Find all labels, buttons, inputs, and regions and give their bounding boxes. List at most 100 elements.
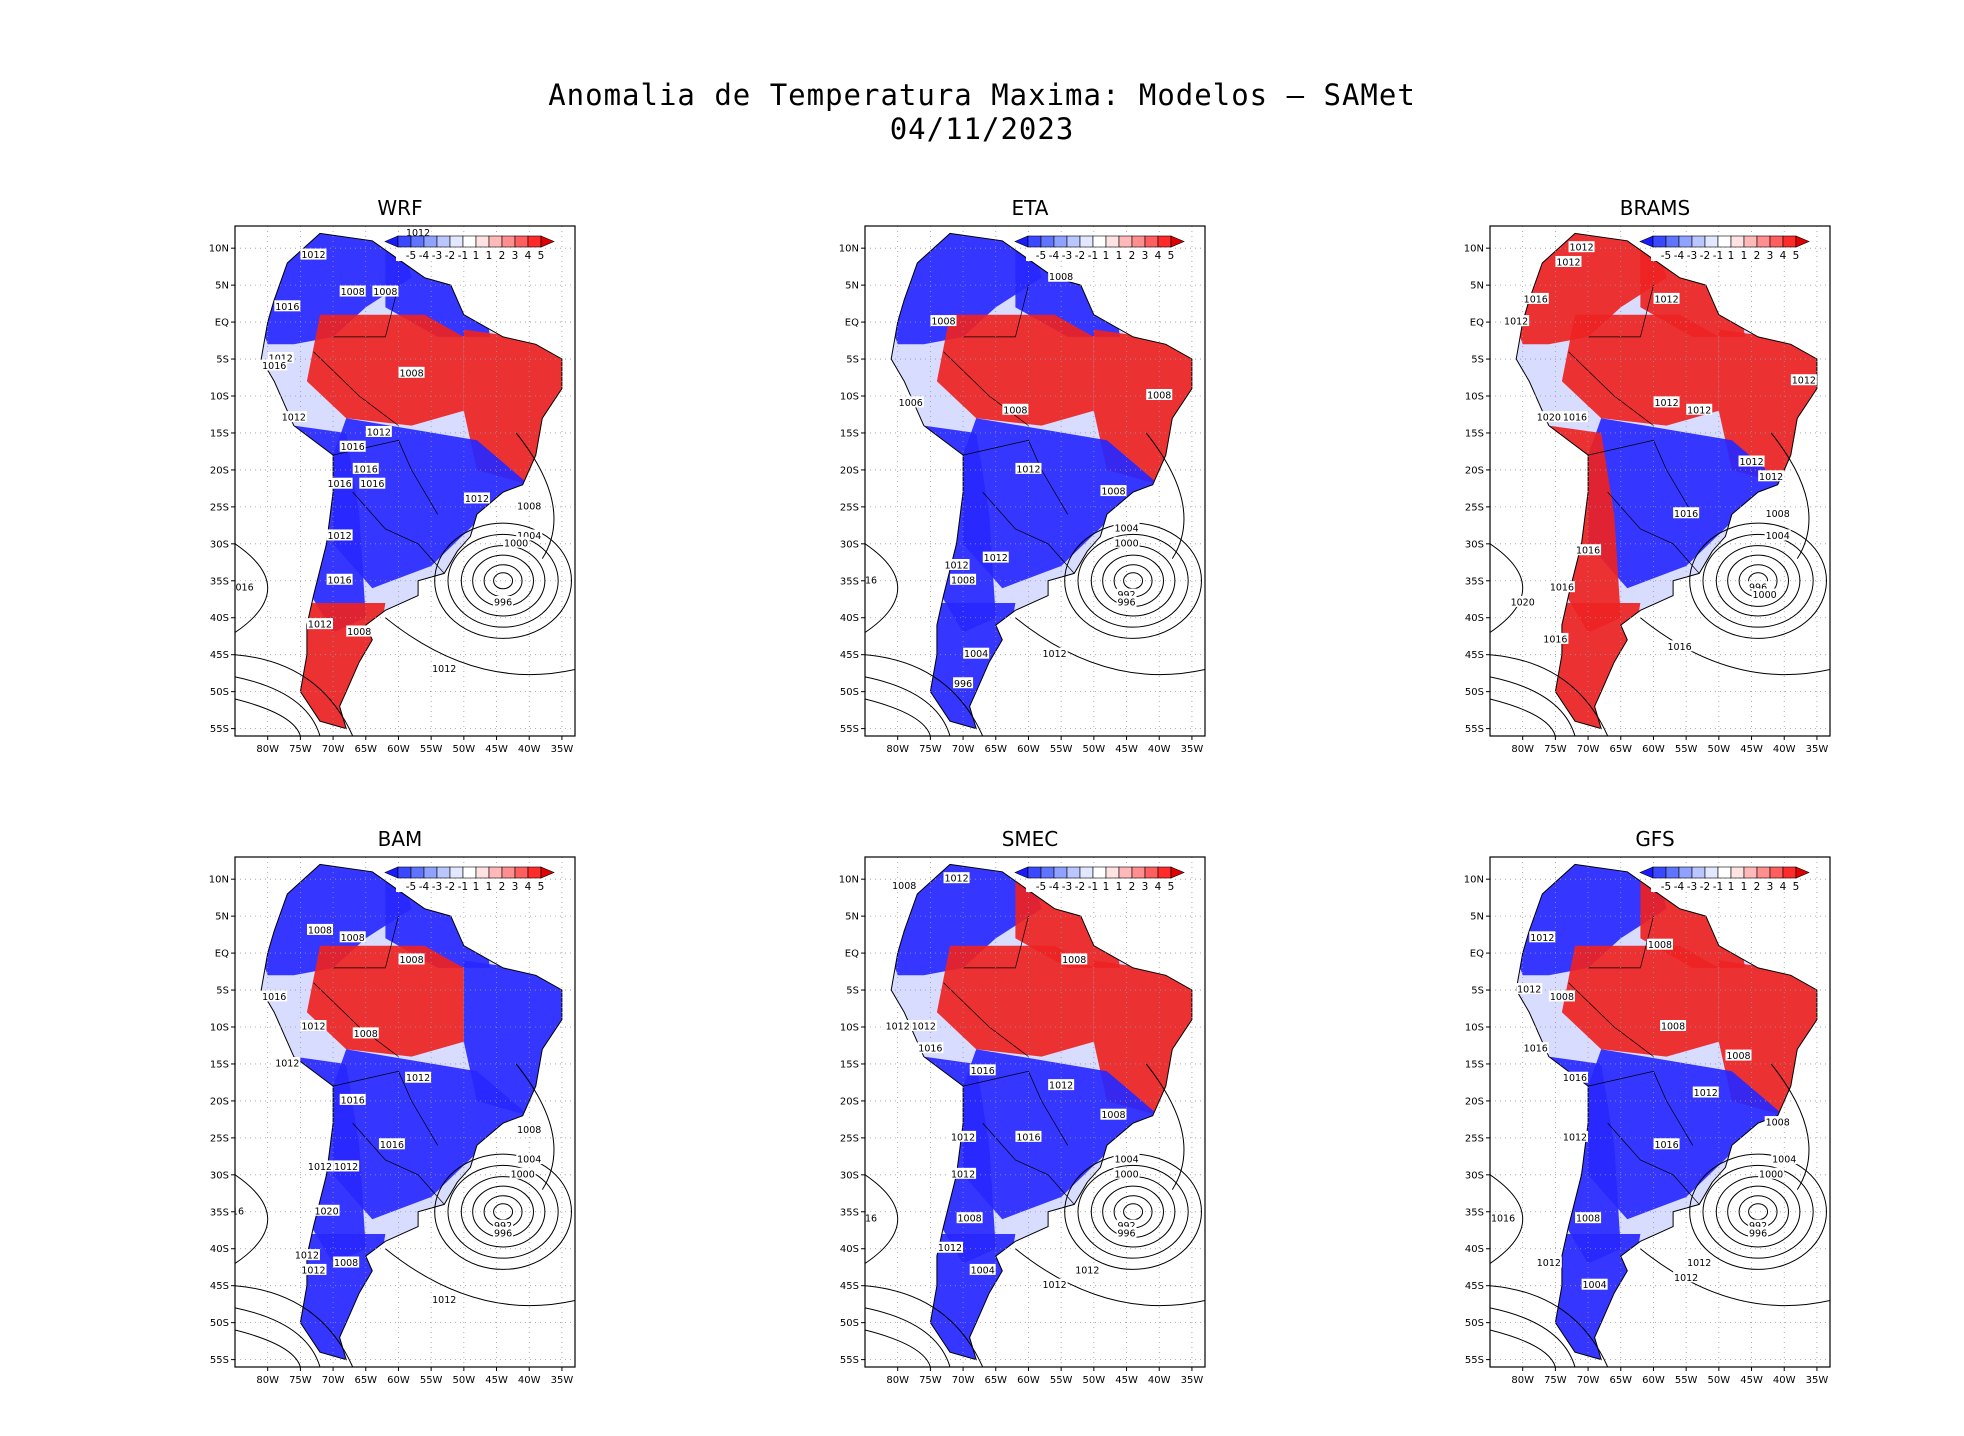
isobar-label-bg: [943, 872, 970, 884]
colorbar-label: -5: [1036, 250, 1046, 262]
isobar-value: 1008: [1550, 992, 1574, 1003]
colorbar-segment: [488, 866, 503, 879]
colorbar-segment: [1092, 235, 1107, 248]
isobar-label-bg: [910, 1020, 937, 1031]
lon-tick-label: 55W: [1675, 1375, 1698, 1386]
colorbar-label: 4: [1780, 250, 1787, 262]
isobar-label: 1008: [398, 953, 425, 966]
lon-tick-label: 55W: [1675, 744, 1698, 755]
isobar-label-bg: [339, 440, 366, 452]
anomaly-map: 1012 1008 1012 1008 1008 1016 1008 1016 1012 1008…: [1464, 856, 1831, 1386]
lat-tick-label: 5N: [1470, 281, 1484, 292]
isobar-label-bg: [503, 536, 530, 548]
colorbar-label: 5: [1168, 881, 1175, 893]
colorbar-label: 5: [538, 250, 545, 262]
lat-tick-label: 15S: [840, 1059, 859, 1070]
country-border: [963, 1070, 1069, 1146]
colorbar-segment: [449, 235, 464, 248]
isobar-value: 1016: [1524, 1044, 1548, 1055]
isobar-label: 1012: [280, 411, 307, 424]
lat-tick-label: 30S: [840, 539, 859, 550]
isobar-value: 992: [1117, 1221, 1135, 1232]
lon-tick-label: 60W: [1017, 1375, 1040, 1386]
isobar-value: 1012: [301, 1265, 325, 1276]
isobar-label: 1016: [1015, 1130, 1042, 1143]
isobar-line: [235, 1307, 321, 1367]
isobar-label-bg: [261, 359, 288, 371]
isobar-label: 1012: [1041, 1278, 1068, 1291]
isobar-label: 1016: [865, 1212, 878, 1225]
lat-tick-label: 40S: [210, 613, 229, 624]
isobar-label-bg: [1562, 1071, 1588, 1083]
isobar-value: 1012: [938, 1243, 962, 1254]
isobar-label-bg: [1041, 647, 1068, 659]
country-border: [352, 491, 445, 574]
country-border: [1588, 439, 1694, 515]
colorbar-segment: [1066, 866, 1081, 879]
isobar-value: 1012: [406, 228, 430, 239]
isobar-label: 1008: [1725, 1049, 1752, 1062]
isobar-line: [1490, 1329, 1556, 1367]
isobar-value: 1016: [918, 1044, 942, 1055]
coastline: [890, 232, 1193, 730]
isobar-low: [1689, 522, 1827, 639]
isobar-label-bg: [969, 1263, 996, 1275]
lat-tick-label: 45S: [840, 650, 859, 661]
isobar-low: [1715, 545, 1801, 617]
isobar-value: 1012: [886, 1022, 910, 1033]
isobar-label: 1012: [1516, 983, 1543, 996]
isobar-label: 1012: [937, 1241, 963, 1254]
isobar-value: 1008: [951, 575, 975, 586]
colorbar-segment: [1743, 866, 1758, 879]
isobar-line: [865, 698, 931, 736]
isobar-label: 1012: [405, 226, 432, 239]
colorbar-segment: [1730, 235, 1745, 248]
isobar-value: 1008: [1648, 940, 1672, 951]
isobar-label-bg: [1041, 1278, 1068, 1290]
isobar-label-bg: [943, 559, 970, 570]
lon-tick-label: 40W: [518, 1375, 541, 1386]
isobar-label-bg: [1100, 485, 1127, 497]
isobar-label-bg: [493, 1219, 514, 1231]
isobar-label: 1016: [1653, 1138, 1680, 1151]
colorbar-label: 1: [1103, 881, 1110, 893]
isobar-label: 1004: [963, 647, 990, 660]
colorbar-label: -1: [458, 250, 468, 262]
isobar-label-bg: [950, 573, 977, 585]
isobar-label-bg: [1522, 1042, 1549, 1054]
isobar-line: [235, 543, 269, 633]
colorbar-segment: [1118, 235, 1133, 248]
isobar-low: [1702, 533, 1814, 628]
isobar-value: 1000: [1114, 1169, 1138, 1180]
country-border: [943, 982, 1029, 1057]
isobar-label-bg: [300, 1263, 327, 1275]
isobar-label-bg: [1490, 1212, 1517, 1224]
isobar-value: 1012: [406, 1073, 430, 1084]
lon-tick-label: 45W: [485, 1375, 508, 1386]
figure-date: 04/11/2023: [889, 112, 1075, 146]
isobar-label: 1004: [516, 529, 543, 542]
isobar-low: [1715, 1176, 1801, 1248]
isobar-label-bg: [1113, 1167, 1140, 1179]
isobar-label-bg: [1790, 374, 1817, 386]
isobar-label-bg: [1061, 953, 1088, 965]
isobar-label-bg: [1748, 1226, 1769, 1238]
isobar-label-bg: [300, 248, 327, 260]
colorbar-label: 3: [1142, 881, 1149, 893]
colorbar-label: 1: [473, 250, 480, 262]
isobar-label: 1008: [307, 923, 333, 936]
isobar-value: 1004: [1772, 1155, 1796, 1166]
lat-tick-label: 30S: [1465, 539, 1484, 550]
colorbar-segment: [1704, 235, 1719, 248]
isobar-value: 1012: [295, 1251, 319, 1262]
lon-tick-label: 45W: [1740, 744, 1763, 755]
isobar-label: 1012: [300, 1020, 327, 1033]
colorbar-segment: [1157, 235, 1172, 248]
isobar-value: 1012: [1759, 472, 1783, 483]
colorbar-label: -5: [1036, 881, 1046, 893]
colorbar-segment: [514, 866, 529, 879]
isobar-label-bg: [1660, 1020, 1687, 1031]
isobar-label: 996: [953, 677, 974, 690]
graticule: [865, 857, 1205, 1367]
